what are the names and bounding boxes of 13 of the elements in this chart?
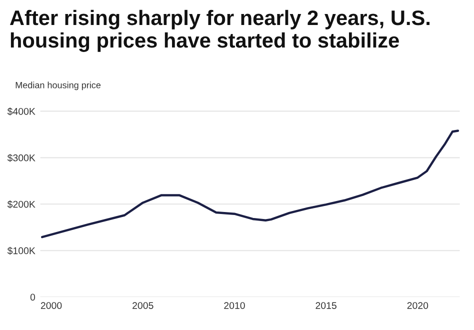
x-tick-label: 2020 bbox=[407, 302, 428, 309]
y-tick-label: $300K bbox=[7, 154, 36, 162]
y-tick-label: 0 bbox=[30, 294, 36, 301]
y-tick-label: $400K bbox=[7, 108, 36, 116]
y-tick-label: $100K bbox=[7, 246, 36, 255]
y-axis-title: Median housing price bbox=[16, 82, 101, 90]
line-series bbox=[41, 130, 460, 238]
y-tick-label: $200K bbox=[7, 200, 36, 208]
x-tick-label: 2005 bbox=[132, 302, 154, 309]
x-tick-label: 2010 bbox=[224, 302, 245, 309]
x-tick-label: 2000 bbox=[40, 302, 62, 309]
chart-title: After rising sharply for nearly 2 years, U.S. housing prices have started to stabilize bbox=[10, 10, 430, 52]
x-tick-label: 2015 bbox=[316, 302, 336, 309]
